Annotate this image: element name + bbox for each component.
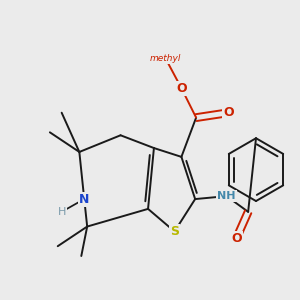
Text: S: S [170, 225, 179, 238]
Text: methyl: methyl [150, 54, 182, 63]
Text: N: N [79, 193, 89, 206]
Text: O: O [223, 106, 234, 119]
Text: H: H [58, 207, 66, 217]
Text: O: O [231, 232, 242, 245]
Text: NH: NH [217, 191, 236, 201]
Text: O: O [176, 82, 187, 95]
